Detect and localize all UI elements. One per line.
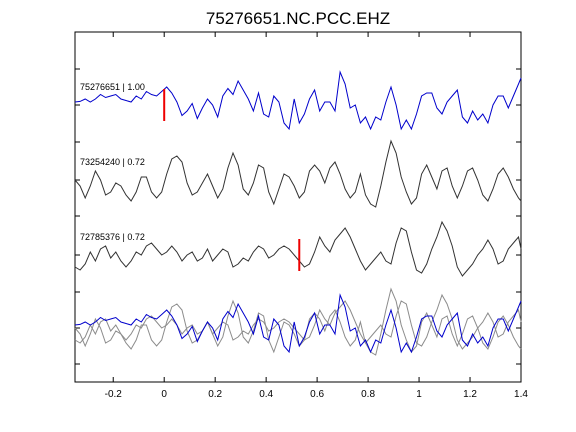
x-tick-label: 0 bbox=[161, 389, 167, 400]
trace-label: 75276651 | 1.00 bbox=[80, 82, 145, 92]
plot-frame bbox=[74, 31, 522, 383]
x-tick-label: 1.4 bbox=[514, 389, 528, 400]
x-tick-label: 1 bbox=[416, 389, 422, 400]
overlay-trace-line bbox=[74, 293, 522, 354]
trace-labels: 75276651 | 1.00 73254240 | 0.72 72785376 |… bbox=[80, 82, 145, 242]
x-tick-label: 1.2 bbox=[463, 389, 477, 400]
x-tick-label: 0.8 bbox=[361, 389, 375, 400]
overlay-traces bbox=[74, 287, 522, 356]
x-tick-label: 0.4 bbox=[259, 389, 273, 400]
x-tick-label: 0.2 bbox=[208, 389, 222, 400]
trace-line bbox=[74, 220, 522, 277]
trace-line bbox=[74, 70, 522, 131]
chart-title: 75276651.NC.PCC.EHZ bbox=[206, 9, 390, 28]
x-ticks: -0.2 0 0.2 0.4 0.6 0.8 1 1.2 1.4 bbox=[105, 32, 528, 400]
trace-label: 73254240 | 0.72 bbox=[80, 157, 145, 167]
trace-label: 72785376 | 0.72 bbox=[80, 232, 145, 242]
trace-line bbox=[74, 139, 522, 208]
pick-markers bbox=[163, 89, 301, 271]
waveform-traces bbox=[74, 70, 522, 277]
x-tick-label: -0.2 bbox=[105, 389, 123, 400]
y-ticks bbox=[75, 68, 521, 365]
x-tick-label: 0.6 bbox=[310, 389, 324, 400]
